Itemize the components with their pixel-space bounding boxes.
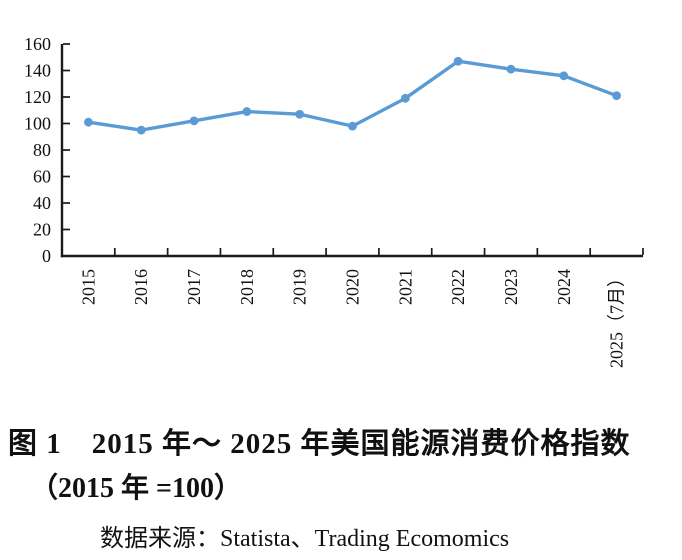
data-point (400, 93, 410, 103)
series-line (86, 59, 619, 132)
x-tick-label: 2018 (237, 269, 257, 305)
data-point (453, 56, 463, 66)
data-point (189, 116, 199, 126)
y-tick-label: 160 (24, 34, 51, 54)
x-axis: 2015 2016 2017 2018 2019 2020 2021 2022 2023 2024… (60, 248, 644, 368)
x-tick-label: 2019 (290, 269, 310, 305)
data-point (559, 71, 569, 81)
x-tick-label: 2021 (395, 269, 415, 305)
chart-area: 0 20 40 60 80 100 120 140 160 2015 2016 2017 2018 201… (24, 34, 644, 368)
x-tick-label: 2023 (501, 269, 521, 305)
x-tick-label: 2017 (184, 269, 204, 305)
x-tick-label: 2020 (343, 269, 363, 305)
y-tick-label: 120 (24, 87, 51, 107)
data-point (84, 117, 93, 127)
data-source-note: 数据来源：Statista、Trading Ecomomics (100, 526, 510, 552)
x-tick-label: 2025（7月） (607, 269, 627, 368)
figure-caption-subtitle: （2015 年 =100） (30, 473, 242, 504)
y-tick-label: 140 (24, 61, 51, 81)
x-tick-label: 2016 (131, 269, 151, 305)
y-tick-label: 100 (24, 114, 51, 134)
y-tick-label: 0 (42, 246, 51, 266)
x-tick-label: 2022 (448, 269, 468, 305)
data-point (136, 125, 146, 135)
y-tick-label: 20 (33, 220, 51, 240)
y-tick-label: 40 (33, 193, 51, 213)
x-tick-label: 2024 (554, 269, 574, 305)
x-tick-label: 2015 (78, 269, 98, 305)
data-point (506, 64, 516, 74)
y-tick-label: 60 (33, 167, 51, 187)
data-point (295, 109, 305, 119)
y-axis: 0 20 40 60 80 100 120 140 160 (24, 34, 70, 266)
y-tick-label: 80 (33, 140, 51, 160)
data-point (612, 91, 621, 101)
data-point (348, 121, 357, 131)
data-point (242, 107, 252, 116)
figure-caption-title: 图 1 2015 年～ 2025 年美国能源消费价格指数 (8, 428, 631, 460)
